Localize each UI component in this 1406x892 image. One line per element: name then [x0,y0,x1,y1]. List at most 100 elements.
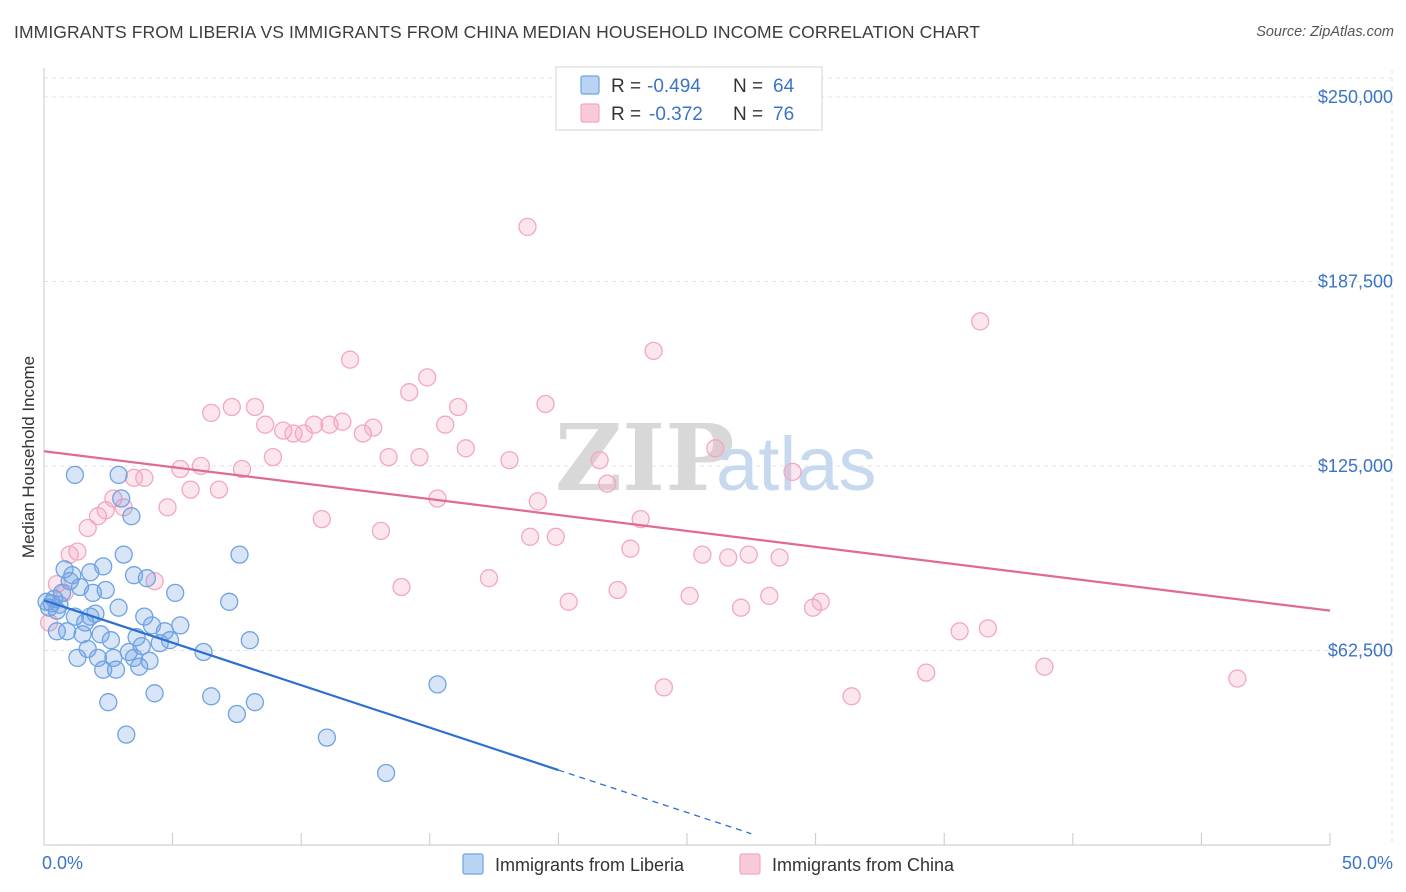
data-point-china [680,586,699,606]
bottom-legend-swatch-liberia [462,853,484,875]
data-point-china [621,539,640,558]
data-point-china [719,548,738,567]
legend-r-value-liberia: -0.494 [647,76,701,97]
data-point-china [760,586,779,606]
data-point-liberia [96,580,115,600]
data-point-liberia [57,622,77,641]
axes [43,68,1331,846]
data-point-liberia [101,631,121,650]
bottom-legend-china: Immigrants from China [772,855,955,875]
data-point-liberia [122,507,141,526]
trend-lines [43,450,1331,835]
data-point-china [68,542,87,561]
data-point-liberia [47,622,67,641]
trend-line-liberia [43,599,559,772]
data-point-liberia [117,725,136,744]
data-point-liberia [145,684,164,703]
data-point-liberia [171,616,190,635]
legend-n-value-liberia: 64 [773,76,795,97]
data-point-china [353,424,373,443]
data-point-liberia [245,693,265,712]
data-point-liberia [220,592,239,611]
data-point-liberia [227,704,247,724]
data-point-china [209,480,229,499]
data-point-china [654,678,674,697]
y-tick-label: $250,000 [1318,87,1393,107]
data-point-liberia [94,557,113,576]
legend-r-value-china: -0.372 [649,104,703,125]
data-point-china [608,580,627,600]
data-point-china [1228,669,1247,688]
data-point-china [371,521,391,541]
legend-r-label-china: R = [611,104,641,125]
legend-n-label-liberia: N = [733,76,763,97]
data-point-china [739,545,758,564]
data-point-china [263,447,283,467]
data-point-china [78,518,97,538]
data-point-china [181,480,200,499]
data-point-china [590,450,609,470]
data-point-liberia [109,465,128,485]
data-point-china [811,592,830,611]
data-point-liberia [428,675,447,694]
data-point-china [284,424,303,443]
data-point-liberia [202,687,221,706]
data-point-china [950,622,969,641]
data-point-china [222,397,241,417]
legend-n-label-china: N = [733,104,763,125]
data-point-china [783,462,802,482]
y-tick-label: $187,500 [1318,272,1393,292]
data-point-china [536,394,555,414]
series-china-points [39,217,1247,706]
data-point-china [546,527,565,546]
data-point-china [917,663,936,682]
chart-title: IMMIGRANTS FROM LIBERIA VS IMMIGRANTS FR… [14,22,981,42]
data-point-liberia [230,545,249,564]
x-tick-label: 50.0% [1342,853,1393,873]
data-point-china [418,368,437,387]
data-point-liberia [106,660,126,679]
data-point-china [392,577,411,597]
data-point-liberia [99,693,118,712]
stats-legend: R = -0.494 N = 64 R = -0.372 N = 76 [555,66,823,131]
data-point-china [978,619,998,638]
data-point-china [770,548,789,567]
data-point-liberia [317,728,337,747]
data-point-china [245,397,265,417]
data-point-china [1035,657,1054,676]
data-point-liberia [124,566,144,585]
trend-line-china [43,450,1331,612]
legend-swatch-liberia [580,75,600,95]
data-point-china [400,383,419,402]
data-point-china [500,450,519,470]
data-point-liberia [240,631,259,650]
data-point-china [528,492,547,511]
legend-swatch-china [580,103,600,123]
data-point-china [631,509,650,529]
data-point-china [693,545,712,564]
watermark-zip: ZIP [555,404,734,512]
data-point-china [312,509,331,529]
y-axis-label: Median Household Income [19,356,38,558]
x-tick-labels: 0.0% 50.0% [42,853,1393,873]
data-point-china [842,687,861,706]
data-point-china [520,527,540,546]
data-point-liberia [94,660,113,679]
data-point-liberia [166,583,185,603]
data-point-china [274,421,293,440]
data-point-china [124,468,144,487]
data-point-liberia [114,545,133,564]
y-tick-label: $125,000 [1318,456,1393,476]
data-point-china [135,468,154,487]
grid-lines [44,70,1393,845]
legend-r-label-liberia: R = [611,76,641,97]
data-point-china [448,397,468,417]
bottom-legend-liberia: Immigrants from Liberia [495,855,685,875]
data-point-china [340,350,360,369]
data-point-liberia [88,648,108,668]
series-liberia-points [37,465,447,783]
data-point-china [364,418,383,437]
data-point-liberia [65,465,85,485]
data-point-liberia [376,763,396,783]
